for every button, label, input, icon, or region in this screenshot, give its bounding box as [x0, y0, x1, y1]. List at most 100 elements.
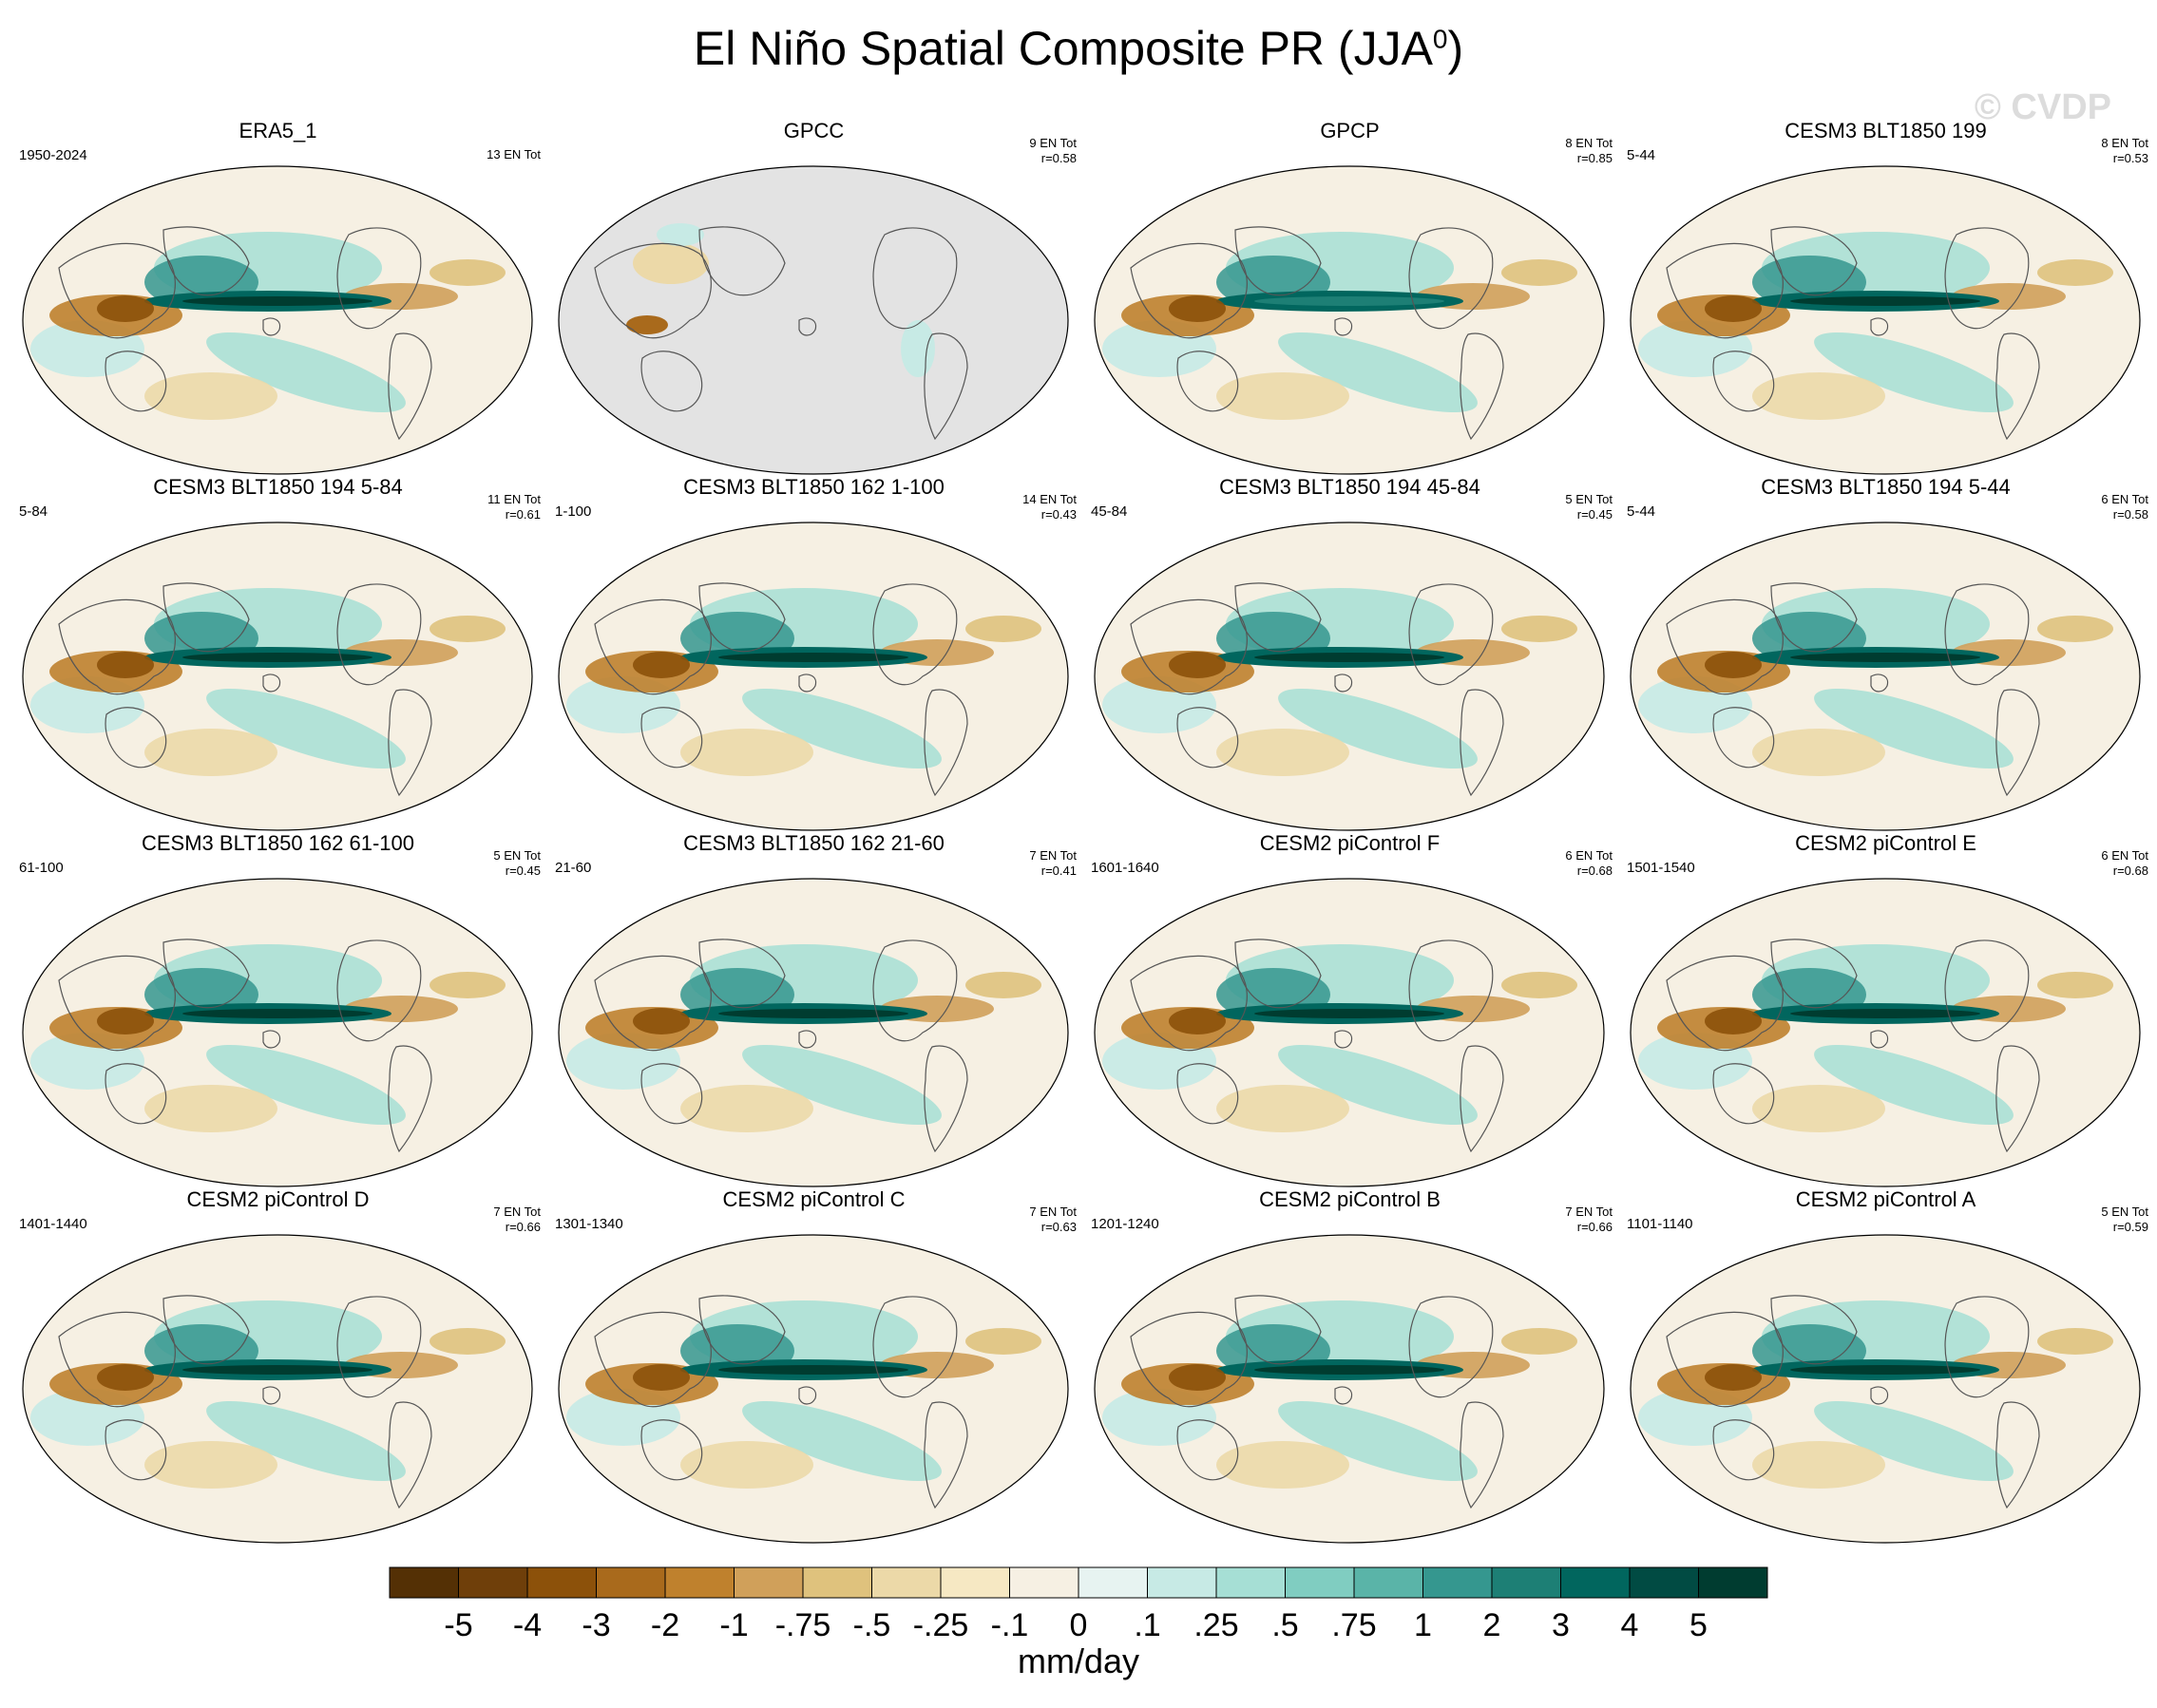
colorbar-tick-label: -1	[719, 1607, 748, 1643]
anomaly-region	[1752, 1085, 1885, 1132]
coastline	[924, 332, 968, 441]
anomaly-region	[657, 223, 704, 246]
pattern-correlation: r=0.68	[1576, 863, 1613, 878]
coastline	[105, 1419, 167, 1481]
map-svg	[1094, 1234, 1605, 1544]
coastline	[798, 1386, 817, 1405]
panel-title: CESM3 BLT1850 162 61-100	[142, 831, 414, 855]
event-count: 7 EN Tot	[493, 1205, 541, 1219]
coastline	[1460, 332, 1504, 441]
coastline	[1234, 939, 1322, 1009]
colorbar-swatch	[1560, 1566, 1631, 1599]
coastline	[872, 227, 958, 330]
coastline	[1234, 582, 1322, 653]
anomaly-region	[633, 1008, 690, 1034]
panel-title: CESM2 piControl D	[186, 1187, 370, 1211]
coastline	[594, 1311, 712, 1408]
colorbar-tick-label: 3	[1552, 1607, 1570, 1643]
pattern-correlation: r=0.66	[1576, 1220, 1613, 1234]
anomaly-region	[1254, 296, 1444, 306]
anomaly-region	[965, 972, 1041, 998]
event-count: 6 EN Tot	[2101, 492, 2148, 506]
anomaly-region	[144, 1441, 277, 1489]
coastline	[1130, 598, 1248, 695]
coastline	[924, 1045, 968, 1153]
panel-years: 61-100	[19, 860, 64, 876]
event-count: 14 EN Tot	[1022, 492, 1077, 506]
coastline	[1176, 351, 1239, 412]
colorbar-swatch	[664, 1566, 735, 1599]
panel-stats: 14 EN Tot r=0.43	[1022, 492, 1077, 522]
anomaly-region	[97, 652, 154, 678]
panel-years: 1401-1440	[19, 1216, 87, 1232]
map-svg	[558, 165, 1069, 475]
map-border	[558, 878, 1069, 1187]
colorbar-tick-label: -.75	[775, 1607, 831, 1643]
coastline	[1870, 1030, 1889, 1049]
coastline	[336, 939, 422, 1042]
map-border	[558, 1234, 1069, 1544]
coastline	[1460, 689, 1504, 797]
anomaly-region	[901, 320, 935, 377]
coastline	[1130, 1311, 1248, 1408]
panel-stats: 6 EN Tot r=0.58	[2101, 492, 2148, 522]
panel-stats: 8 EN Tot r=0.85	[1565, 136, 1613, 166]
coastline	[262, 674, 281, 693]
anomaly-region	[206, 332, 406, 413]
anomaly-region	[633, 1364, 690, 1391]
colorbar-swatch	[389, 1566, 459, 1599]
coastline	[698, 939, 786, 1009]
map-svg	[1630, 1234, 2141, 1544]
coastline	[336, 1296, 422, 1398]
panel-years: 21-60	[555, 860, 592, 876]
map-border	[1094, 522, 1605, 831]
anomaly-region	[1216, 372, 1349, 420]
anomaly-region	[1705, 1008, 1762, 1034]
coastline	[262, 1030, 281, 1049]
anomaly-region	[680, 1441, 813, 1489]
coastline	[1712, 707, 1775, 769]
map-panel: GPCP 8 EN Tot r=0.85	[1081, 119, 1618, 475]
coastline	[698, 1295, 786, 1365]
panel-years: 1301-1340	[555, 1216, 623, 1232]
coastline	[162, 226, 250, 296]
map-border	[1094, 1234, 1605, 1544]
panel-years: 1950-2024	[19, 147, 87, 163]
map-panel: CESM3 BLT1850 194 5-84 5-84 11 EN Tot r=0.6…	[10, 475, 546, 831]
coastline	[594, 598, 712, 695]
pattern-correlation: r=0.43	[1040, 507, 1077, 522]
panel-years: 5-44	[1627, 147, 1656, 163]
pattern-correlation: r=0.68	[2112, 863, 2148, 878]
coastline	[1995, 332, 2040, 441]
coastline	[640, 351, 703, 412]
coastline	[1944, 1296, 2030, 1398]
map-svg	[558, 522, 1069, 831]
coastline	[1408, 939, 1494, 1042]
colorbar-tick-label: .5	[1271, 1607, 1298, 1643]
panel-stats: 7 EN Tot r=0.66	[1565, 1205, 1613, 1235]
coastline	[1712, 1419, 1775, 1481]
coastline	[1334, 317, 1353, 336]
anomaly-region	[97, 295, 154, 322]
anomaly-region	[1169, 652, 1226, 678]
panel-stats: 5 EN Tot r=0.59	[2101, 1205, 2148, 1235]
panel-stats: 9 EN Tot r=0.58	[1029, 136, 1077, 166]
coastline	[162, 582, 250, 653]
coastline	[58, 242, 176, 339]
map-svg	[558, 878, 1069, 1187]
map-svg	[1094, 165, 1605, 475]
panel-title: CESM2 piControl C	[722, 1187, 906, 1211]
map-svg	[558, 1234, 1069, 1544]
anomaly-region	[742, 1400, 942, 1482]
coastline	[1176, 1419, 1239, 1481]
panel-title: CESM3 BLT1850 162 1-100	[683, 475, 945, 499]
anomaly-region	[1501, 1328, 1577, 1355]
colorbar-swatch	[871, 1566, 942, 1599]
anomaly-region	[144, 1085, 277, 1132]
anomaly-region	[1216, 1085, 1349, 1132]
coastline	[1234, 1295, 1322, 1365]
map-panel: CESM3 BLT1850 162 61-100 61-100 5 EN Tot r=…	[10, 831, 546, 1187]
coastline	[388, 689, 432, 797]
coastline	[1770, 582, 1858, 653]
map-border	[558, 165, 1069, 475]
